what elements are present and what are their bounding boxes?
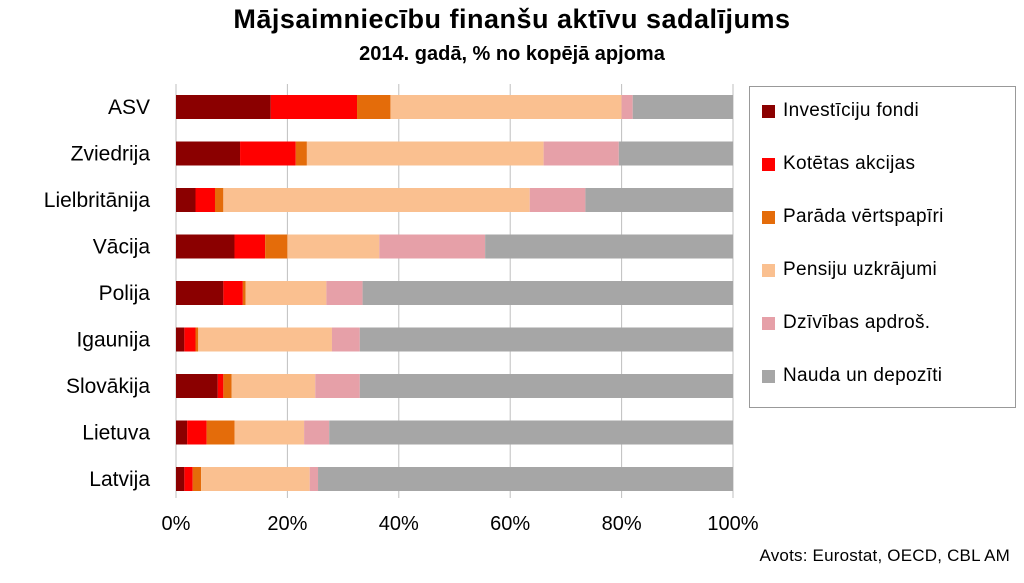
bar-polija-investiciju-fondi [176,281,224,305]
bar-asv-dzivibas-apdros [621,95,633,119]
x-tick-label-60: 60% [490,513,530,535]
category-label-lietuva: Lietuva [82,422,150,445]
legend-label: Kotētas akcijas [783,153,916,174]
bar-slovakija-pensiju-uzkrajumi [231,374,316,398]
bar-lielbritanija-pensiju-uzkrajumi [223,188,530,212]
category-label-vacija: Vācija [93,236,151,259]
legend-item-pensiju-uzkrajumi: Pensiju uzkrājumi [762,255,937,285]
category-label-slovakija: Slovākija [66,375,150,398]
legend-item-parada-vertspapiri: Parāda vērtspapīri [762,202,944,232]
legend-swatch [762,316,775,330]
legend-item-dzivibas-apdros: Dzīvības apdroš. [762,308,930,338]
legend-label: Nauda un depozīti [783,365,943,386]
bar-slovakija-parada-vertspapiri [223,374,232,398]
bar-asv-nauda-un-depoziti [632,95,733,119]
bar-lietuva-investiciju-fondi [176,420,188,445]
bar-slovakija-nauda-un-depoziti [359,374,733,398]
category-label-asv: ASV [108,96,150,119]
legend-item-kotetas-akcijas: Kotētas akcijas [762,149,915,179]
bar-asv-investiciju-fondi [176,95,271,119]
bar-vacija-nauda-un-depoziti [485,234,733,259]
source-note: Avots: Eurostat, OECD, CBL AM [759,546,1010,565]
bar-zviedrija-dzivibas-apdros [543,141,619,166]
bar-lietuva-nauda-un-depoziti [329,420,733,445]
bar-lietuva-dzivibas-apdros [304,420,330,445]
category-label-latvija: Latvija [89,468,150,491]
bar-lielbritanija-kotetas-akcijas [195,188,215,212]
bar-asv-parada-vertspapiri [357,95,391,119]
bar-latvija-nauda-un-depoziti [318,467,733,491]
bar-igaunija-kotetas-akcijas [184,327,196,352]
bar-lielbritanija-dzivibas-apdros [529,188,586,212]
bar-asv-pensiju-uzkrajumi [390,95,622,119]
x-tick-label-20: 20% [267,513,307,535]
category-label-polija: Polija [99,282,151,305]
x-tick-label-40: 40% [379,513,419,535]
chart-subtitle: 2014. gadā, % no kopējā apjoma [359,43,665,65]
bar-zviedrija-pensiju-uzkrajumi [306,141,544,166]
chart-title: Mājsaimniecību finanšu aktīvu sadalījums [233,4,791,34]
bar-igaunija-pensiju-uzkrajumi [198,327,332,352]
bar-asv-kotetas-akcijas [270,95,358,119]
bar-lielbritanija-investiciju-fondi [176,188,196,212]
bar-vacija-parada-vertspapiri [265,234,288,259]
bar-slovakija-dzivibas-apdros [315,374,360,398]
bar-vacija-kotetas-akcijas [234,234,266,259]
legend-swatch [762,369,775,383]
bar-lietuva-parada-vertspapiri [206,420,235,445]
x-tick-labels: 0% 20% 40% 60% 80% 100% [162,513,759,535]
bars [176,95,733,491]
x-tick-label-80: 80% [602,513,642,535]
bar-latvija-kotetas-akcijas [184,467,193,491]
legend-item-nauda-un-depoziti: Nauda un depozīti [762,361,942,391]
bar-zviedrija-nauda-un-depoziti [618,141,733,166]
bar-latvija-pensiju-uzkrajumi [201,467,310,491]
legend-label: Pensiju uzkrājumi [783,259,937,280]
legend-swatch [762,210,775,224]
x-tick-label-100: 100% [707,513,758,535]
bar-vacija-investiciju-fondi [176,234,235,259]
legend: Investīciju fondi Kotētas akcijas Parāda v… [749,86,1016,408]
bar-slovakija-kotetas-akcijas [217,374,224,398]
legend-swatch [762,157,775,171]
category-label-lielbritanija: Lielbritānija [44,189,151,212]
bar-vacija-dzivibas-apdros [379,234,486,259]
legend-label: Dzīvības apdroš. [783,312,931,333]
legend-swatch [762,263,775,277]
category-labels: ASV Zviedrija Lielbritānija Vācija Polija Iga… [44,96,151,491]
legend-label: Investīciju fondi [783,100,920,121]
legend-swatch [762,104,775,118]
legend-item-investiciju-fondi: Investīciju fondi [762,96,919,126]
bar-lietuva-kotetas-akcijas [187,420,207,445]
bar-latvija-investiciju-fondi [176,467,185,491]
category-label-igaunija: Igaunija [76,329,150,352]
bar-igaunija-nauda-un-depoziti [359,327,733,352]
bar-polija-parada-vertspapiri [242,281,246,305]
bar-polija-kotetas-akcijas [223,281,243,305]
bar-latvija-parada-vertspapiri [192,467,202,491]
bar-igaunija-parada-vertspapiri [195,327,199,352]
bar-polija-dzivibas-apdros [326,281,363,305]
legend-label: Parāda vērtspapīri [783,206,944,227]
category-label-zviedrija: Zviedrija [71,143,151,166]
bar-lietuva-pensiju-uzkrajumi [234,420,305,445]
bar-lielbritanija-nauda-un-depoziti [585,188,733,212]
bar-zviedrija-parada-vertspapiri [295,141,307,166]
bar-igaunija-investiciju-fondi [176,327,185,352]
bar-polija-nauda-un-depoziti [362,281,733,305]
bar-vacija-pensiju-uzkrajumi [287,234,380,259]
bar-polija-pensiju-uzkrajumi [245,281,327,305]
bar-zviedrija-kotetas-akcijas [240,141,296,166]
bar-lielbritanija-parada-vertspapiri [214,188,224,212]
bar-slovakija-investiciju-fondi [176,374,218,398]
bar-latvija-dzivibas-apdros [309,467,319,491]
bar-zviedrija-investiciju-fondi [176,141,241,166]
bar-igaunija-dzivibas-apdros [331,327,360,352]
x-tick-label-0: 0% [162,513,191,535]
